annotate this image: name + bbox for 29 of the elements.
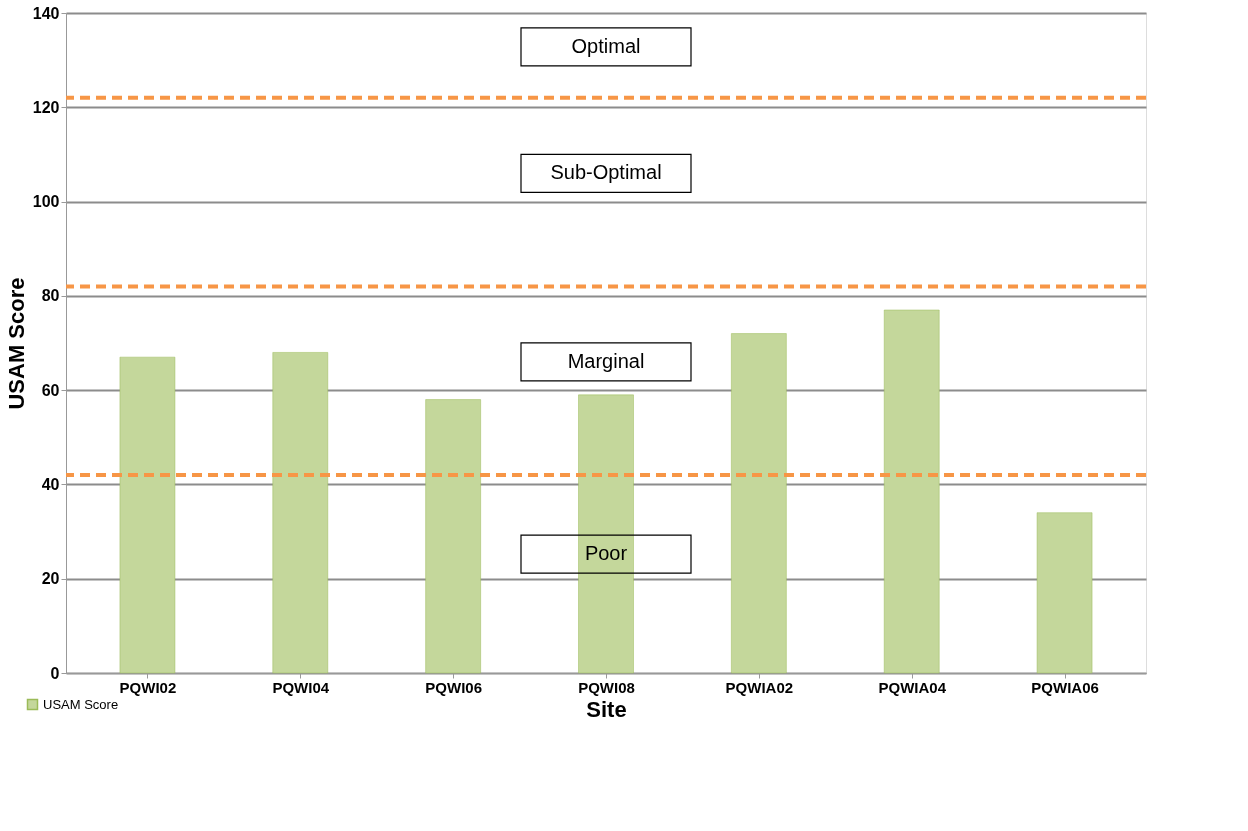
y-tick-label: 100 <box>32 193 60 211</box>
x-tick-label: PQWI02 <box>119 678 177 696</box>
x-tick-label: PQWIA06 <box>1031 678 1099 696</box>
bar <box>578 394 634 674</box>
x-tick-label: PQWIA04 <box>878 678 947 696</box>
x-tick-label: PQWI04 <box>272 678 330 696</box>
y-tick-label: 60 <box>41 381 60 399</box>
annotation: Poor <box>584 542 628 565</box>
bar <box>883 309 940 674</box>
y-tick-label: 0 <box>50 664 60 682</box>
bar <box>731 333 787 674</box>
y-tick-label: 40 <box>41 475 60 493</box>
x-tick-label: PQWI08 <box>578 678 635 696</box>
y-tick-label: 80 <box>41 287 60 305</box>
y-tick-label: 20 <box>41 570 60 588</box>
bar <box>119 356 176 674</box>
x-tick-label: PQWI06 <box>425 678 482 696</box>
x-tick-label: PQWIA02 <box>725 678 794 696</box>
legend-label: USAM Score <box>43 696 119 712</box>
bar <box>1036 512 1093 674</box>
annotation: Optimal <box>571 34 641 57</box>
y-axis-title: USAM Score <box>3 277 29 410</box>
annotation: Sub-Optimal <box>550 161 662 184</box>
bar <box>272 352 329 674</box>
bar <box>425 399 481 674</box>
x-axis-title: Site <box>586 696 627 722</box>
annotation: Marginal <box>567 349 645 372</box>
y-tick-label: 120 <box>32 98 60 116</box>
y-tick-label: 140 <box>32 4 60 22</box>
